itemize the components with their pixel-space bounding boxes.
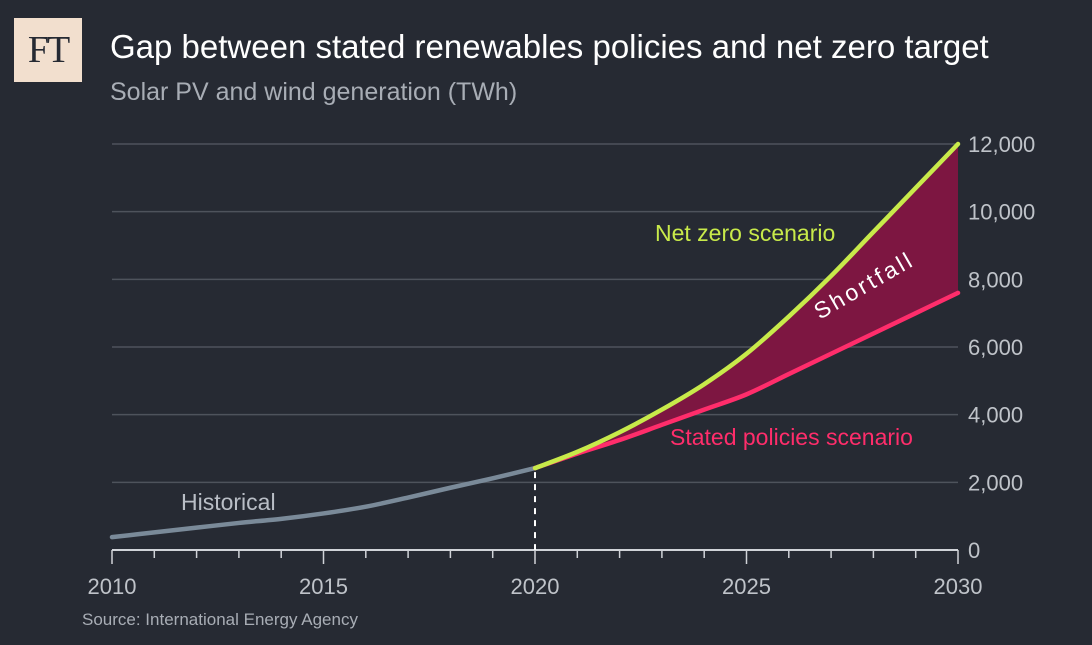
y-tick-label-10000: 10,000 (968, 200, 1035, 225)
series-line-historical (109, 465, 538, 540)
ft-logo: FT (14, 18, 82, 82)
y-tick-label-6000: 6,000 (968, 335, 1023, 360)
series-line-net-zero (532, 141, 961, 471)
x-tick-label-2020: 2020 (511, 574, 560, 599)
x-tick-label-2030: 2030 (934, 574, 983, 599)
chart-subtitle: Solar PV and wind generation (TWh) (110, 78, 518, 106)
annotations: Historical Net zero scenario Stated polici… (181, 220, 919, 515)
y-tick-label-2000: 2,000 (968, 470, 1023, 495)
y-tick-label-4000: 4,000 (968, 403, 1023, 428)
series-label-stated-policies: Stated policies scenario (670, 424, 913, 450)
x-tick-label-2015: 2015 (299, 574, 348, 599)
y-tick-label-8000: 8,000 (968, 267, 1023, 292)
series-label-net-zero: Net zero scenario (655, 220, 835, 246)
chart-title: Gap between stated renewables policies a… (110, 28, 989, 65)
shortfall-fill (535, 144, 958, 469)
x-axis (111, 472, 959, 564)
x-tick-label-2025: 2025 (722, 574, 771, 599)
series-lines (109, 141, 961, 540)
x-tick-label-2010: 2010 (88, 574, 137, 599)
y-tick-label-12000: 12,000 (968, 132, 1035, 157)
source-note: Source: International Energy Agency (82, 610, 358, 629)
series-label-historical: Historical (181, 489, 276, 515)
series-line-stated-policies (532, 290, 961, 471)
shortfall-area (535, 144, 958, 469)
y-tick-label-0: 0 (968, 538, 980, 563)
tick-labels: 0 2,000 4,000 6,000 8,000 10,000 12,000 2010 201… (88, 132, 1036, 599)
